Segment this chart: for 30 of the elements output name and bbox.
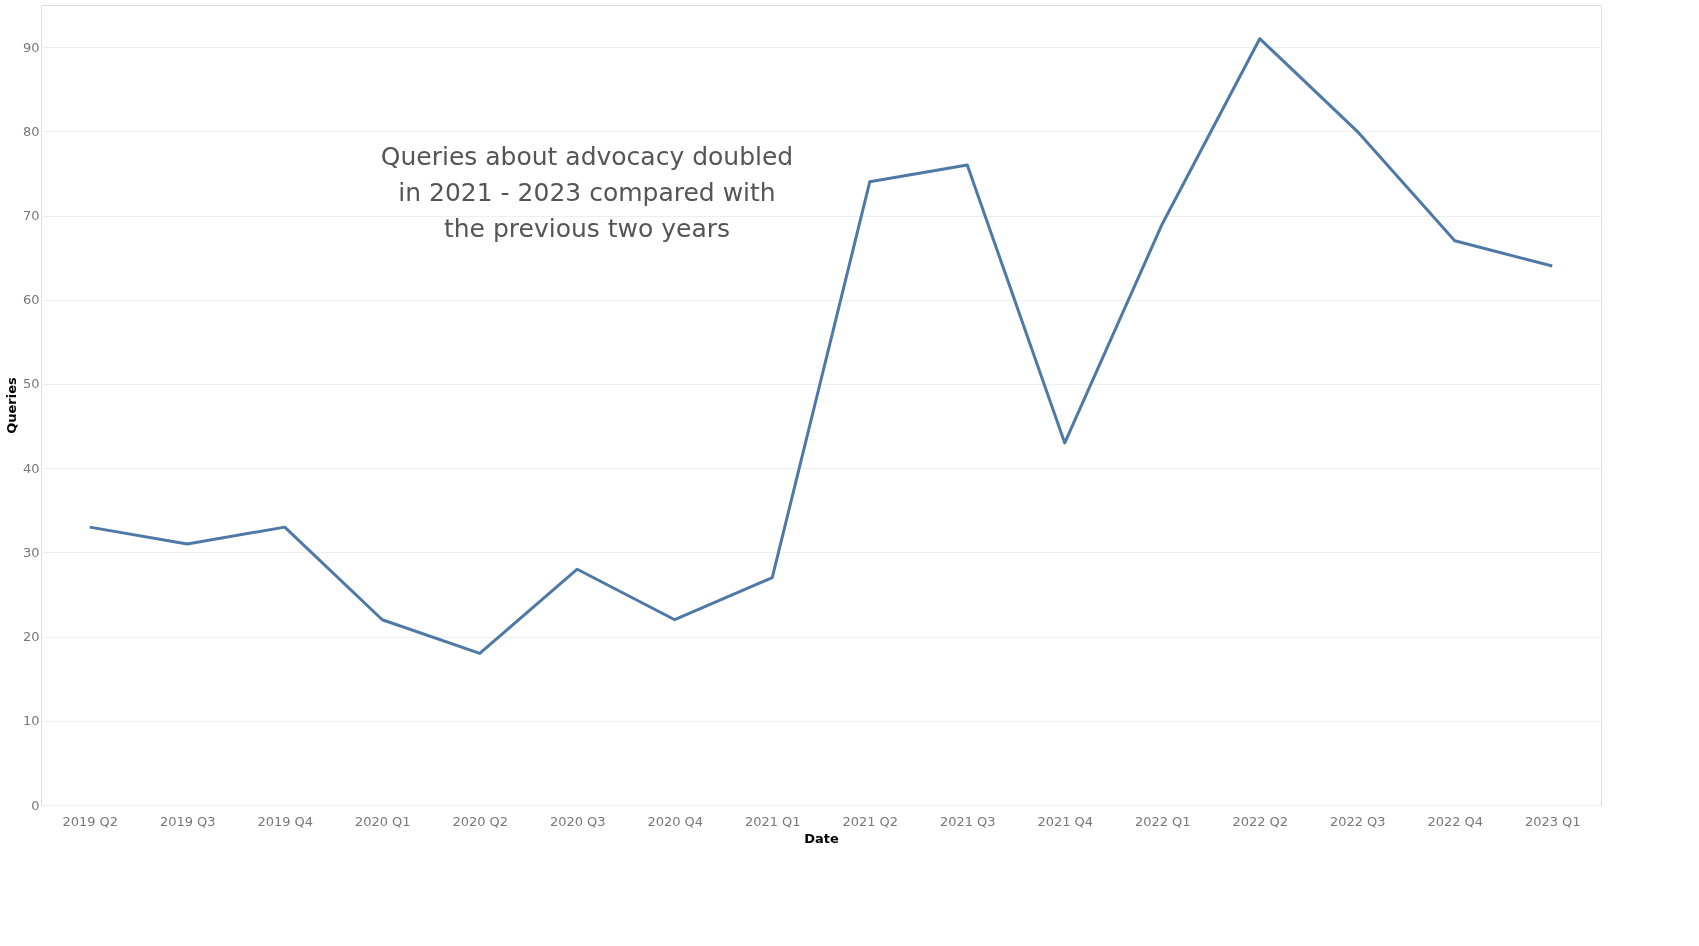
x-tick-label: 2022 Q4 <box>1427 813 1484 829</box>
y-tick-label: 10 <box>22 713 40 729</box>
y-tick-label: 50 <box>22 376 40 392</box>
y-tick-label: 80 <box>22 123 40 139</box>
y-tick-label: 40 <box>22 460 40 476</box>
x-tick-label: 2020 Q4 <box>647 813 704 829</box>
x-tick-label: 2019 Q4 <box>257 813 314 829</box>
x-tick-label: 2021 Q2 <box>842 813 899 829</box>
x-tick-label: 2023 Q1 <box>1524 813 1581 829</box>
x-tick-label: 2019 Q3 <box>159 813 216 829</box>
x-tick-label: 2022 Q1 <box>1134 813 1191 829</box>
x-tick-label: 2022 Q2 <box>1232 813 1289 829</box>
line-series <box>88 37 1554 655</box>
x-tick-label: 2021 Q3 <box>939 813 996 829</box>
x-tick-label: 2020 Q1 <box>354 813 411 829</box>
y-tick-label: 0 <box>31 797 40 813</box>
y-tick-label: 60 <box>22 292 40 308</box>
x-tick-label: 2021 Q4 <box>1037 813 1094 829</box>
x-tick-label: 2020 Q3 <box>549 813 606 829</box>
x-axis-title: Date <box>804 830 839 846</box>
x-tick-label: 2020 Q2 <box>452 813 509 829</box>
annotation: Queries about advocacy doubled in 2021 - 2023 compared with the previous two years <box>380 142 794 243</box>
y-tick-label: 30 <box>22 544 40 560</box>
y-tick-label: 90 <box>22 39 40 55</box>
y-tick-label: 70 <box>22 208 40 224</box>
x-tick-label: 2021 Q1 <box>744 813 801 829</box>
x-tick-label: 2022 Q3 <box>1329 813 1386 829</box>
x-tick-label: 2019 Q2 <box>62 813 119 829</box>
y-tick-label: 20 <box>22 629 40 645</box>
y-axis-title: Queries <box>3 376 19 434</box>
